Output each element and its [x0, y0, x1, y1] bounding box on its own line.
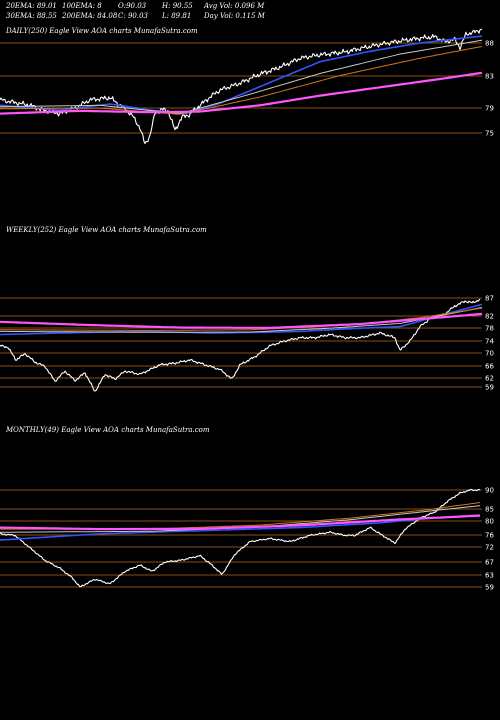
daily-ytick-label: 88 [485, 40, 494, 48]
daily-ytick-label: 75 [485, 130, 494, 138]
weekly-ytick-label: 87 [485, 295, 494, 303]
monthly-panel-label: MONTHLY(49) Eagle View AOA charts Munafa… [6, 426, 210, 434]
daily-ytick-label: 83 [485, 73, 494, 81]
weekly-ema_long-line [0, 312, 483, 329]
monthly-ytick-label: 80 [485, 518, 494, 526]
weekly-ema_mid-line [0, 307, 483, 333]
monthly-ema_long-line [0, 514, 481, 531]
weekly-ytick-label: 62 [485, 375, 494, 383]
weekly-ytick-label: 78 [485, 325, 494, 333]
header-30ema: 30EMA: 88.55 [6, 12, 57, 20]
daily-ema_mid-line [0, 39, 483, 114]
header-avgvol: Avg Vol: 0.096 M [204, 2, 265, 10]
header-high: H: 90.55 [162, 2, 193, 10]
monthly-ytick-label: 63 [485, 572, 494, 580]
daily-panel-label: DAILY(250) Eagle View AOA charts MunafaS… [6, 27, 198, 35]
monthly-ytick-label: 72 [485, 544, 494, 552]
weekly-ytick-label: 59 [485, 384, 494, 392]
header-200ema: 200EMA: 84.08 [62, 12, 118, 20]
weekly-ytick-label: 66 [485, 363, 494, 371]
monthly-ytick-label: 76 [485, 532, 494, 540]
header-low: L: 89.81 [162, 12, 192, 20]
daily-ytick-label: 79 [485, 105, 494, 113]
header-dayvol: Day Vol: 0.115 M [204, 12, 265, 20]
weekly-ytick-label: 82 [485, 313, 494, 321]
daily-price-line [0, 28, 483, 145]
header-close: C: 90.03 [118, 12, 148, 20]
weekly-ytick-label: 74 [485, 338, 494, 346]
monthly-ytick-label: 59 [485, 584, 494, 592]
monthly-ema_short-line [0, 514, 481, 541]
weekly-ytick-label: 70 [485, 350, 494, 358]
weekly-panel-label: WEEKLY(252) Eagle View AOA charts Munafa… [6, 226, 207, 234]
daily-ema_slow-line [0, 46, 483, 115]
header-open: O:90.03 [118, 2, 147, 10]
daily-ema_long-line [0, 71, 483, 115]
weekly-ema_short-line [0, 303, 483, 336]
monthly-ema_slow-line [0, 502, 481, 530]
daily-ema_short-line [0, 35, 483, 115]
monthly-ytick-label: 90 [485, 487, 494, 495]
weekly-price-line [0, 298, 481, 392]
monthly-ytick-label: 67 [485, 559, 494, 567]
monthly-ytick-label: 85 [485, 506, 494, 514]
header-20ema: 20EMA: 89.01 [6, 2, 57, 10]
header-100ema: 100EMA: 8 [62, 2, 102, 10]
monthly-price-line [0, 488, 481, 588]
